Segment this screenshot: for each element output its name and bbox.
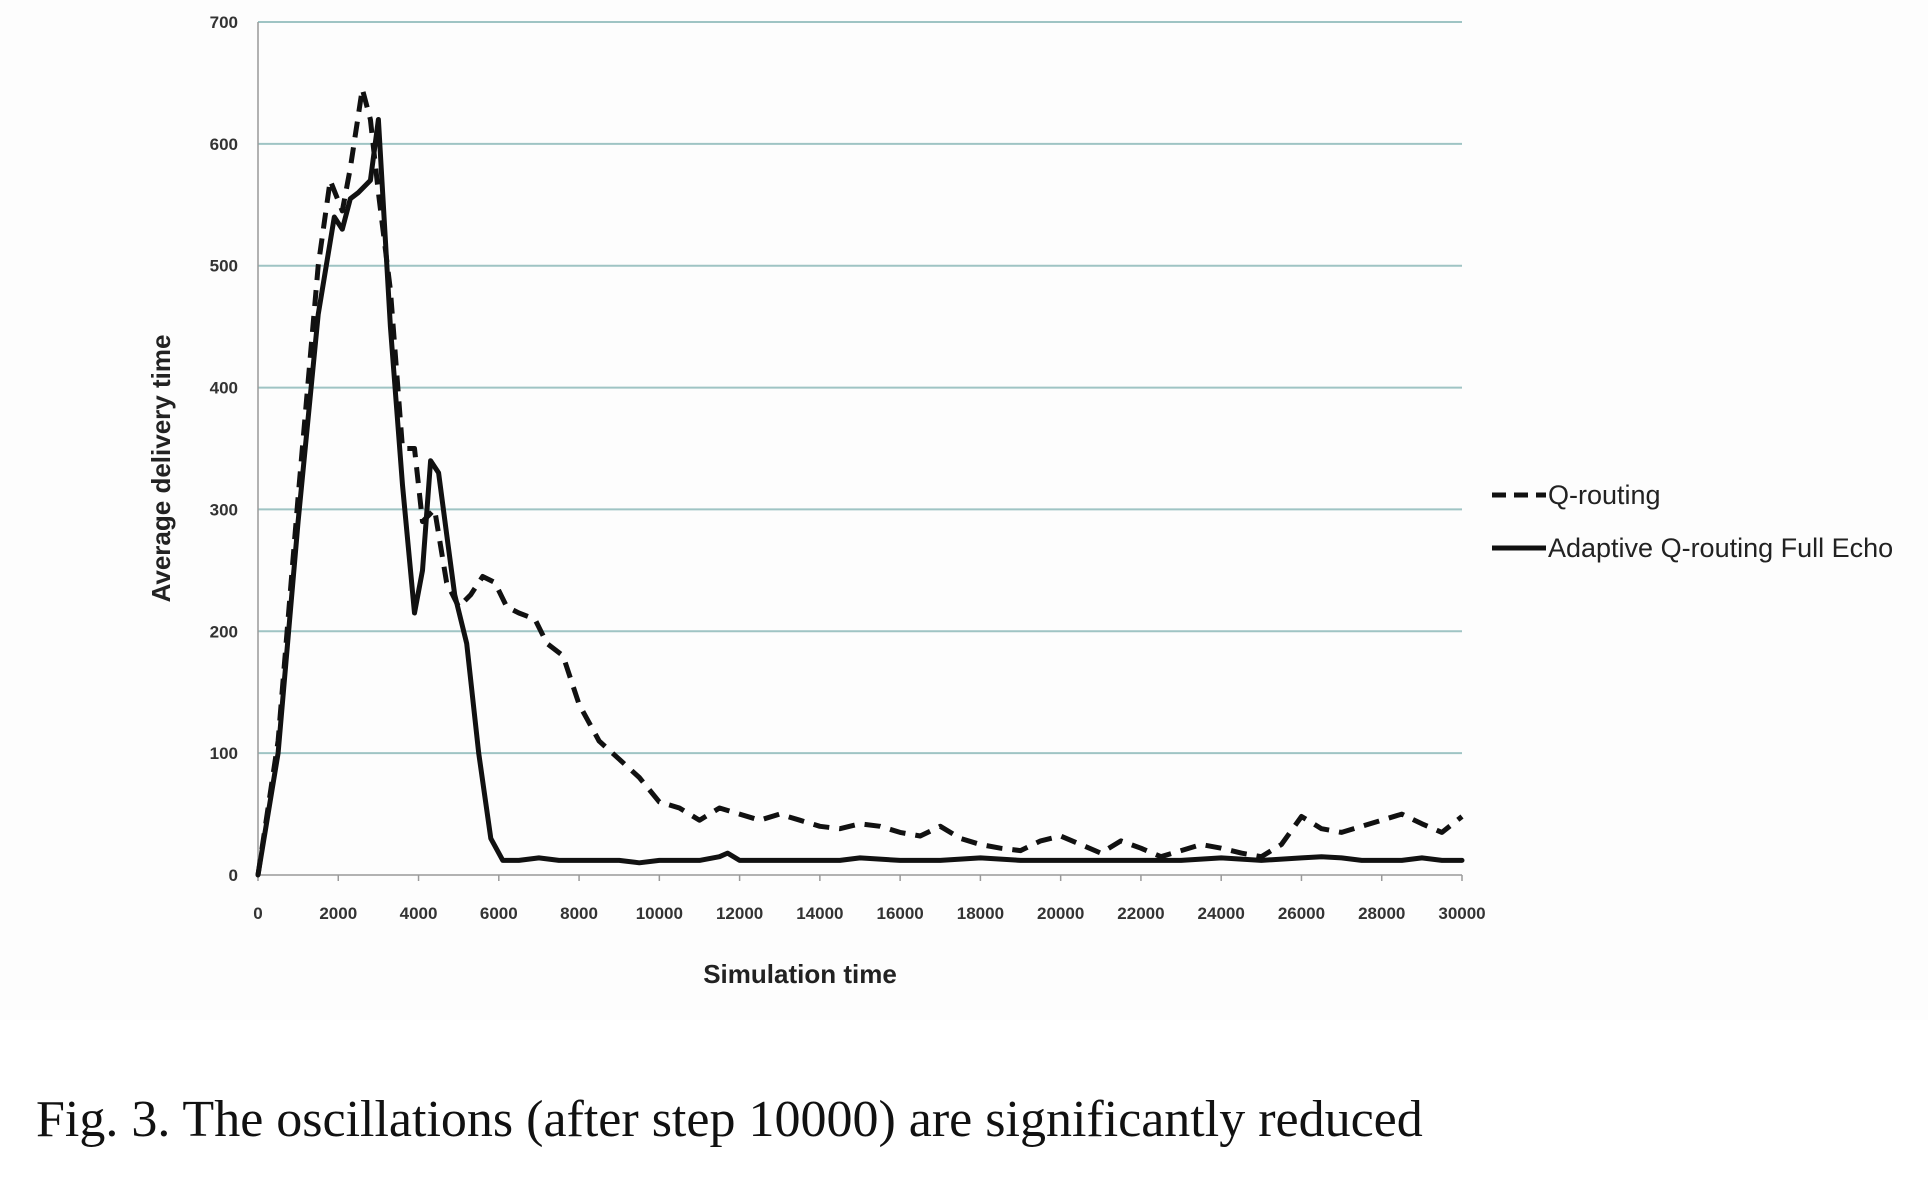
- series-lines: [255, 86, 1465, 878]
- legend-label-q-routing: Q-routing: [1548, 480, 1661, 510]
- y-tick-label: 200: [210, 622, 238, 641]
- y-tick-label: 0: [229, 866, 238, 885]
- axes: [257, 22, 1462, 876]
- y-tick-label: 700: [210, 13, 238, 32]
- series-line-q-routing: [255, 86, 1464, 876]
- y-tick-labels: 0 100 200 300 400 500 600 700: [210, 13, 238, 885]
- y-tick-label: 400: [210, 379, 238, 398]
- figure-caption: Fig. 3. The oscillations (after step 100…: [36, 1091, 1423, 1148]
- x-tick-label: 26000: [1278, 904, 1325, 923]
- x-tick-label: 16000: [876, 904, 923, 923]
- gridlines: [258, 21, 1462, 755]
- x-tick-label: 14000: [796, 904, 843, 923]
- legend: Q-routing Adaptive Q-routing Full Echo: [1492, 480, 1893, 563]
- x-tick-label: 22000: [1117, 904, 1164, 923]
- y-tick-label: 600: [210, 135, 238, 154]
- x-tick-label: 8000: [560, 904, 598, 923]
- series-line-adaptive-q-routing-full-echo: [255, 117, 1465, 878]
- x-axis-title: Simulation time: [703, 959, 897, 989]
- x-tick-label: 28000: [1358, 904, 1405, 923]
- x-tick-label: 4000: [400, 904, 438, 923]
- y-tick-label: 100: [210, 744, 238, 763]
- x-tick-label: 24000: [1198, 904, 1245, 923]
- x-tick-label: 2000: [319, 904, 357, 923]
- x-tick-label: 20000: [1037, 904, 1084, 923]
- x-tick-label: 0: [253, 904, 262, 923]
- x-tick-label: 12000: [716, 904, 763, 923]
- y-axis-title: Average delivery time: [146, 335, 176, 603]
- x-tick-label: 18000: [957, 904, 1004, 923]
- x-tick-label: 6000: [480, 904, 518, 923]
- y-tick-label: 500: [210, 257, 238, 276]
- legend-label-adaptive-q-routing: Adaptive Q-routing Full Echo: [1548, 533, 1893, 563]
- x-tick-labels: 0 2000 4000 6000 8000 10000 12000 14000 16000 180…: [253, 875, 1486, 923]
- x-tick-label: 30000: [1438, 904, 1485, 923]
- y-tick-label: 300: [210, 500, 238, 519]
- x-tick-label: 10000: [636, 904, 683, 923]
